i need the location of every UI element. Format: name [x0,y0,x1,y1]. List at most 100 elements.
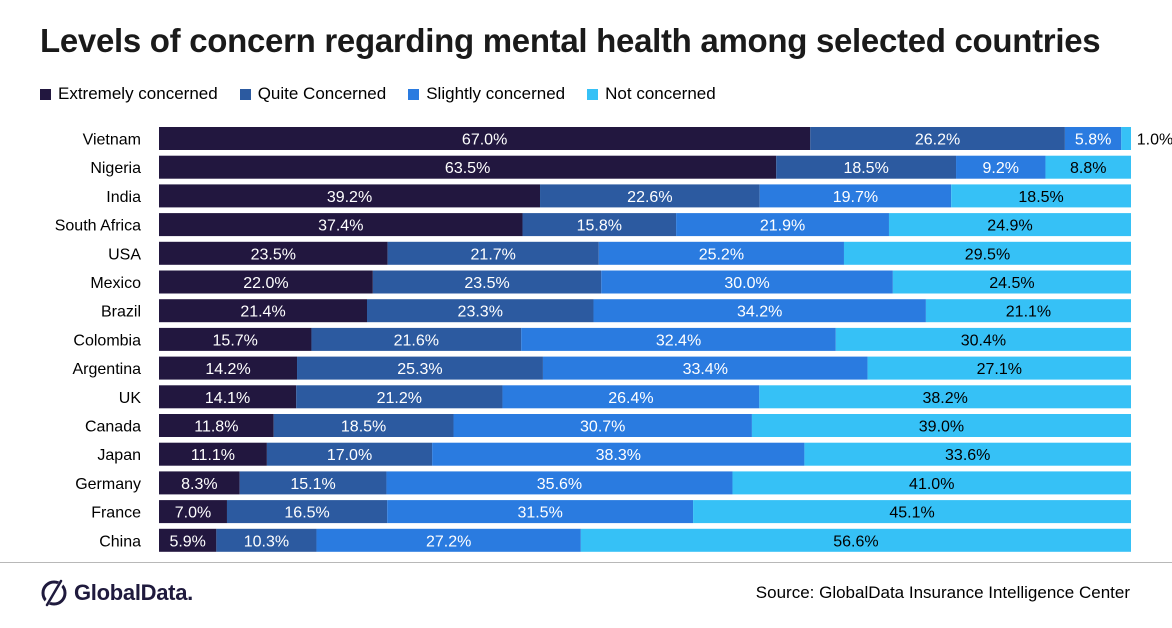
data-label: 16.5% [284,505,329,522]
data-label: 18.5% [843,160,888,177]
category-label-mexico: Mexico [90,275,141,292]
bar-segment-argentina-2 [297,356,543,380]
bar-segment-mexico-2 [372,270,602,294]
data-label: 9.2% [983,160,1019,177]
bar-segment-india-4 [951,184,1131,208]
legend-swatch [40,88,51,100]
data-label: 8.8% [1070,160,1106,177]
category-label-brazil: Brazil [101,304,141,321]
data-label: 27.1% [977,361,1022,378]
legend-label: Quite Concerned [257,84,387,103]
data-label: 37.4% [318,218,363,235]
data-label: 11.8% [194,419,238,436]
bar-segment-mexico-3 [601,270,893,294]
bar-segment-south-africa-2 [522,213,677,237]
data-label: 1.0% [1137,132,1172,149]
bar-segment-canada-1 [159,414,274,437]
bar-segment-uk-3 [502,385,760,409]
bar-segment-india-1 [159,184,541,208]
data-label: 5.9% [169,533,205,550]
bar-segment-china-2 [216,528,317,552]
bar-segment-nigeria-1 [159,155,777,179]
category-label-china: China [99,533,141,550]
bar-segment-china-3 [316,528,581,552]
bar-segment-india-3 [759,184,952,208]
data-label: 39.0% [919,419,964,436]
bar-segment-argentina-4 [867,356,1131,380]
bar-segment-germany-4 [732,471,1131,495]
bar-segment-china-4 [580,528,1131,552]
data-label: 67.0% [462,132,507,149]
bar-segment-mexico-1 [159,270,373,294]
bar-segment-japan-4 [804,442,1131,466]
data-label: 33.4% [683,361,728,378]
bar-segment-france-4 [693,500,1131,524]
bar-segment-france-2 [226,500,388,524]
data-label: 26.4% [608,390,653,407]
data-label: 21.7% [471,246,516,263]
data-label: 31.5% [517,505,562,522]
category-label-south-africa: South Africa [55,218,141,235]
data-label: 32.4% [656,332,701,349]
data-label: 41.0% [909,476,954,493]
bar-segment-mexico-4 [892,270,1131,294]
bar-segment-nigeria-4 [1045,155,1131,179]
bar-segment-brazil-3 [593,299,926,323]
bar-segment-usa-3 [598,241,844,265]
category-label-japan: Japan [97,447,141,464]
data-label: 14.1% [205,390,250,407]
data-label: 38.3% [596,447,641,464]
bar-segment-vietnam-2 [810,127,1065,150]
data-label: 63.5% [445,160,490,177]
bar-segment-japan-3 [432,442,805,466]
bar-segment-colombia-1 [159,327,312,351]
bar-segment-uk-4 [759,385,1131,409]
data-label: 56.6% [833,533,878,550]
data-label: 18.5% [1018,189,1063,206]
data-label: 18.5% [341,419,386,436]
bar-segment-south-africa-4 [888,213,1131,237]
legend-swatch [239,88,251,100]
category-label-argentina: Argentina [73,361,142,378]
data-label: 33.6% [945,447,990,464]
legend-label: Not concerned [605,84,716,103]
bar-segment-usa-1 [159,241,388,265]
category-label-india: India [106,189,141,206]
bar-segment-argentina-1 [159,356,298,380]
bar-segment-usa-2 [387,241,599,265]
data-label: 15.8% [577,218,622,235]
bar-segment-vietnam-1 [159,127,811,150]
source-note: Source: GlobalData Insurance Intelligenc… [755,583,1130,602]
bar-segment-nigeria-3 [956,155,1046,179]
legend-item-not-concerned: Not concerned [587,84,716,104]
bar-segment-canada-4 [751,414,1131,437]
data-label: 22.0% [243,275,288,292]
bar-segment-vietnam-4 [1121,127,1131,150]
bar-segment-colombia-3 [521,327,836,351]
data-label: 24.9% [987,218,1032,235]
data-label: 23.5% [251,246,296,263]
data-label: 21.4% [240,304,285,321]
data-label: 7.0% [175,505,211,522]
legend-swatch [408,88,420,100]
chart-title: Levels of concern regarding mental healt… [40,22,1101,59]
globaldata-logo-icon [41,579,67,607]
data-label: 38.2% [922,390,967,407]
globaldata-logo: GlobalData. [40,578,193,608]
bar-segment-germany-1 [159,471,240,495]
legend-item-slightly-concerned: Slightly concerned [408,84,565,104]
data-label: 25.2% [699,246,744,263]
data-label: 29.5% [965,246,1010,263]
data-label: 30.4% [961,332,1006,349]
bar-segment-nigeria-2 [776,155,957,179]
bar-segment-south-africa-3 [676,213,889,237]
data-label: 21.6% [394,332,439,349]
category-label-france: France [91,505,141,522]
data-label: 15.1% [290,476,335,493]
bar-segment-france-3 [387,500,694,524]
bar-segment-india-2 [540,184,760,208]
bar-segment-brazil-4 [925,299,1131,323]
legend-label: Slightly concerned [426,84,566,103]
data-label: 21.9% [760,218,805,235]
bar-segment-colombia-2 [311,327,522,351]
